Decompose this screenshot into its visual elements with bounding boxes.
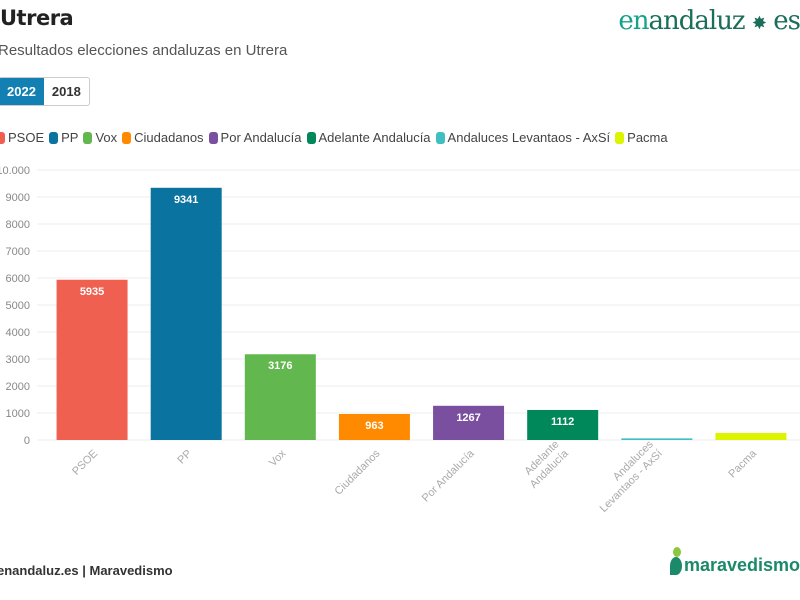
- y-tick-label: 10.000: [0, 165, 30, 177]
- y-tick-label: 7000: [6, 246, 30, 258]
- legend-label: PSOE: [8, 130, 45, 145]
- y-tick-label: 9000: [6, 192, 30, 204]
- legend-item[interactable]: PP: [49, 130, 78, 145]
- x-tick-label: Por Andalucía: [420, 447, 478, 505]
- year-tabs: 2022 2018: [0, 77, 90, 106]
- y-tick-label: 1000: [6, 408, 30, 420]
- x-tick-label: AndalucesLevantaos - AxSí: [588, 438, 665, 515]
- legend-swatch: [435, 131, 445, 144]
- bar[interactable]: [715, 432, 787, 440]
- bar[interactable]: [150, 187, 222, 440]
- y-tick-label: 2000: [6, 381, 30, 393]
- tab-2018[interactable]: 2018: [51, 84, 81, 99]
- footer-source: enandaluz.es | Maravedismo: [0, 563, 173, 578]
- bar[interactable]: [244, 354, 316, 440]
- enandaluz-logo: enandaluz ✸ es: [618, 6, 800, 36]
- legend-swatch: [122, 131, 132, 144]
- bar[interactable]: [621, 438, 693, 440]
- bar[interactable]: [527, 409, 599, 440]
- legend-swatch: [306, 131, 316, 144]
- legend-item[interactable]: Pacma: [615, 130, 668, 145]
- legend-label: Vox: [95, 130, 118, 145]
- bar[interactable]: [338, 413, 410, 440]
- y-tick-label: 4000: [6, 327, 30, 339]
- legend-label: Ciudadanos: [134, 130, 204, 145]
- legend-item[interactable]: Ciudadanos: [122, 130, 204, 145]
- data-label: 1112: [551, 416, 574, 428]
- tab-2022[interactable]: 2022: [0, 78, 44, 105]
- drop-icon: [669, 546, 682, 575]
- data-label: 963: [365, 420, 383, 432]
- legend-label: Andaluces Levantaos - AxSí: [447, 130, 611, 145]
- page-title: Utrera: [0, 6, 74, 30]
- y-tick-label: 5000: [6, 300, 30, 312]
- x-tick-label: Pacma: [726, 447, 759, 480]
- data-label: 5935: [80, 286, 104, 298]
- legend-label: PP: [61, 130, 79, 145]
- legend-swatch: [83, 131, 93, 144]
- bar[interactable]: [433, 405, 505, 440]
- data-label: 3176: [268, 360, 292, 372]
- x-tick-label: Vox: [267, 447, 289, 469]
- data-label: 9341: [174, 194, 198, 206]
- legend-label: Por Andalucía: [220, 130, 302, 145]
- y-tick-label: 0: [24, 435, 30, 447]
- legend-item[interactable]: Adelante Andalucía: [306, 130, 431, 145]
- legend-label: Adelante Andalucía: [318, 130, 431, 145]
- legend-item[interactable]: Por Andalucía: [208, 130, 302, 145]
- x-tick-label: Ciudadanos: [333, 447, 383, 497]
- page-subtitle: Resultados elecciones andaluzas en Utrer…: [0, 42, 288, 59]
- legend-swatch: [615, 131, 625, 144]
- data-label: 1267: [456, 412, 480, 424]
- y-tick-label: 6000: [6, 273, 30, 285]
- maravedismo-logo: maravedismo: [669, 546, 800, 576]
- x-tick-label: PP: [175, 448, 194, 467]
- legend-item[interactable]: Andaluces Levantaos - AxSí: [435, 130, 611, 145]
- y-tick-label: 3000: [6, 354, 30, 366]
- legend-swatch: [49, 131, 59, 144]
- legend-label: Pacma: [627, 130, 668, 145]
- x-tick-label: PSOE: [70, 448, 100, 478]
- y-tick-label: 8000: [6, 219, 30, 231]
- bar[interactable]: [56, 279, 128, 440]
- legend-swatch: [0, 131, 5, 144]
- legend-swatch: [208, 131, 218, 144]
- legend-item[interactable]: Vox: [83, 130, 117, 145]
- legend: PSOE PP Vox Ciudadanos Por Andalucía Adelante…: [0, 130, 668, 145]
- x-tick-label: AdelanteAndalucía: [519, 438, 572, 491]
- legend-item[interactable]: PSOE: [0, 130, 44, 145]
